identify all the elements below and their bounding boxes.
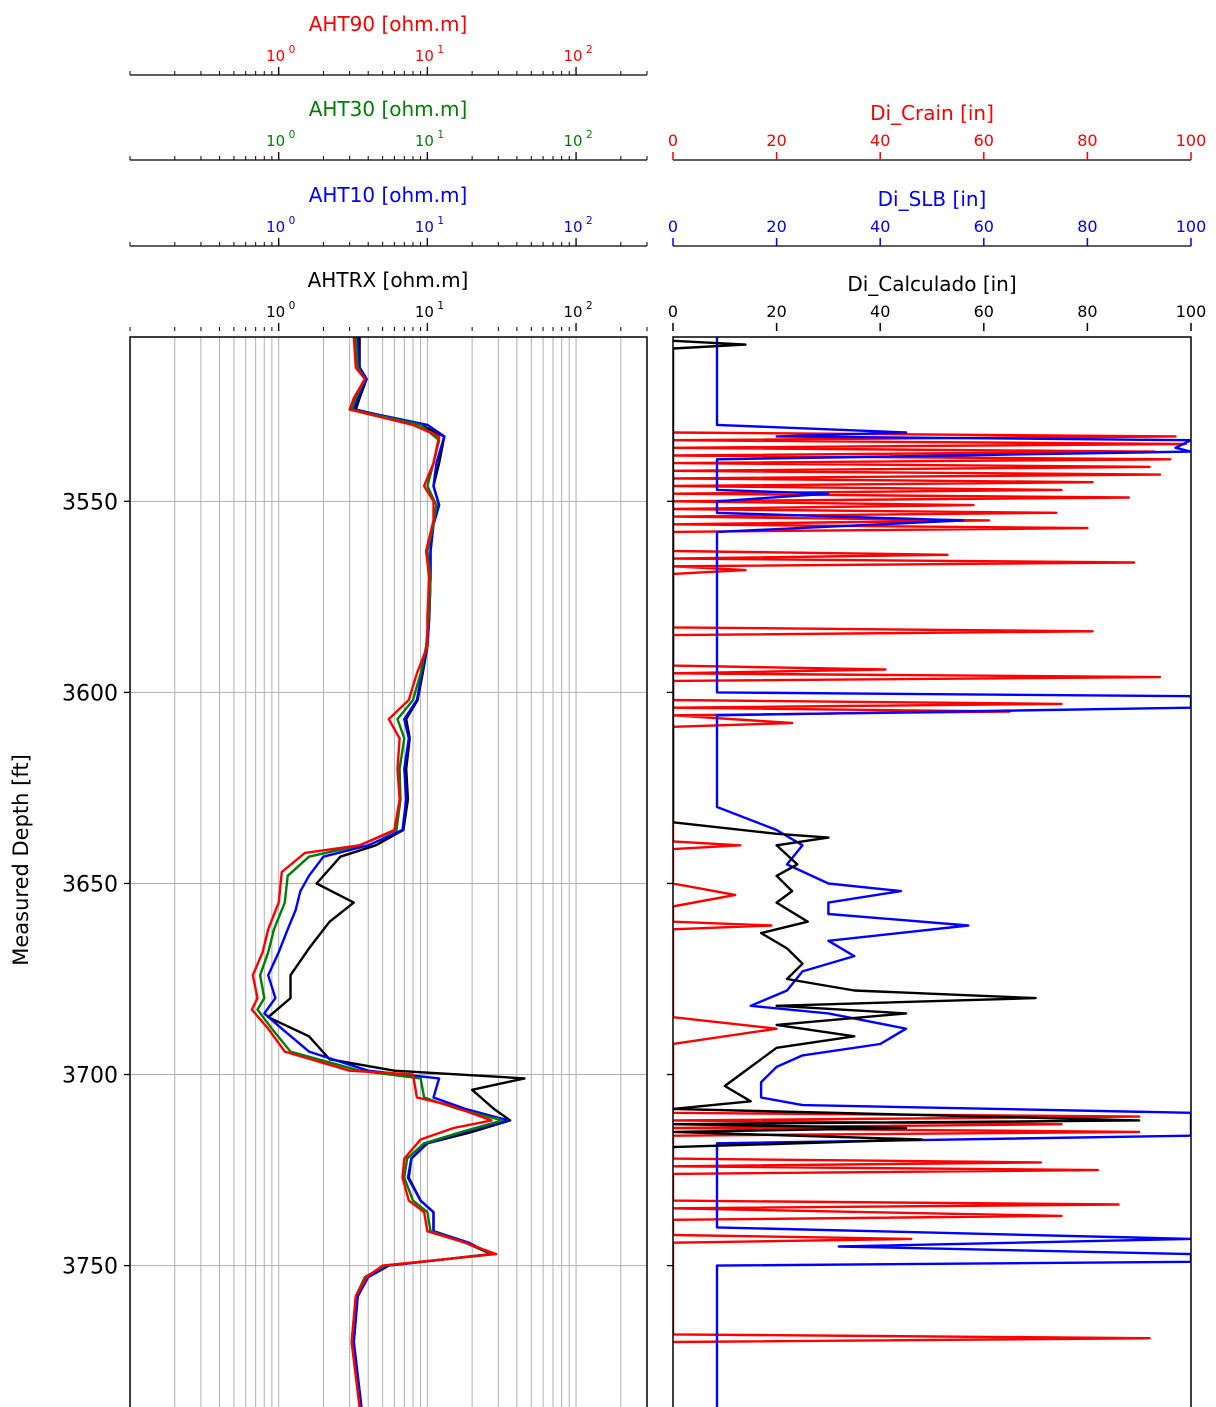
tick-label: 0 — [668, 217, 678, 236]
resistivity-track: 3550 3600 3650 3700 3750 — [62, 336, 648, 1407]
axis-title: AHT30 [ohm.m] — [309, 97, 468, 121]
y-tick-label: 3600 — [62, 681, 118, 706]
tick-label: 10 — [564, 47, 583, 65]
tick-label: 40 — [870, 217, 890, 236]
tick-label: 10 — [564, 303, 583, 321]
tick-label: 0 — [668, 131, 678, 150]
resistivity-series — [250, 337, 526, 1407]
tick-label: 10 — [564, 218, 583, 236]
series-aht90 — [250, 337, 498, 1407]
tick-exponent: 0 — [289, 215, 296, 227]
diameter-axis-headers: 0 20 40 60 80 100 Di_Crain [in] 0 20 40 60 80 100 Di_… — [668, 101, 1206, 331]
tick-label: 20 — [766, 131, 786, 150]
tick-label: 20 — [766, 302, 786, 321]
tick-label: 10 — [415, 303, 434, 321]
tick-label: 10 — [266, 132, 285, 150]
series-aht10 — [263, 337, 510, 1407]
tick-label: 40 — [870, 302, 890, 321]
tick-label: 80 — [1077, 302, 1097, 321]
tick-exponent: 1 — [437, 44, 444, 56]
tick-label: 10 — [266, 218, 285, 236]
tick-exponent: 1 — [437, 215, 444, 227]
tick-exponent: 1 — [437, 129, 444, 141]
series-aht30 — [256, 337, 504, 1407]
tick-label: 10 — [415, 132, 434, 150]
axis-di_calculado: 0 20 40 60 80 100 Di_Calculado [in] — [668, 272, 1206, 331]
tick-label: 10 — [415, 218, 434, 236]
tick-exponent: 2 — [586, 129, 593, 141]
axis-title: Di_Calculado [in] — [847, 272, 1016, 296]
tick-exponent: 2 — [586, 215, 593, 227]
diameter-series — [673, 337, 1191, 1407]
axis-title: AHTRX [ohm.m] — [308, 268, 469, 292]
y-tick-label: 3750 — [62, 1255, 118, 1280]
series-ahtrx — [267, 337, 526, 1407]
tick-label: 10 — [564, 132, 583, 150]
tick-label: 40 — [870, 131, 890, 150]
y-axis-label: Measured Depth [ft] — [9, 754, 33, 966]
series-di_calculado — [673, 339, 1141, 1149]
tick-label: 0 — [668, 302, 678, 321]
tick-exponent: 1 — [437, 300, 444, 312]
tick-label: 10 — [415, 47, 434, 65]
tick-label: 100 — [1176, 131, 1207, 150]
tick-label: 60 — [974, 217, 994, 236]
tick-label: 60 — [974, 131, 994, 150]
y-tick-label: 3700 — [62, 1064, 118, 1089]
tick-exponent: 2 — [586, 300, 593, 312]
tick-label: 100 — [1176, 302, 1207, 321]
tick-exponent: 0 — [289, 44, 296, 56]
plot-frame — [672, 336, 1192, 1407]
axis-di_crain: 0 20 40 60 80 100 Di_Crain [in] — [668, 101, 1207, 161]
tick-label: 10 — [266, 47, 285, 65]
tick-exponent: 0 — [289, 129, 296, 141]
y-tick-label: 3650 — [62, 872, 118, 897]
tick-label: 60 — [974, 302, 994, 321]
axis-title: Di_Crain [in] — [870, 101, 994, 125]
axis-title: AHT10 [ohm.m] — [309, 183, 468, 207]
tick-exponent: 0 — [289, 300, 296, 312]
invasion-diameter-track — [667, 336, 1192, 1407]
plot-frame — [129, 336, 648, 1407]
y-tick-label: 3550 — [62, 490, 118, 515]
axis-title: AHT90 [ohm.m] — [309, 12, 468, 36]
axis-title: Di_SLB [in] — [878, 187, 987, 211]
tick-label: 10 — [266, 303, 285, 321]
axis-di_slb: 0 20 40 60 80 100 Di_SLB [in] — [668, 187, 1207, 247]
series-di_crain — [673, 431, 1187, 1344]
series-di_slb — [715, 337, 1191, 1407]
tick-label: 20 — [766, 217, 786, 236]
tick-label: 100 — [1176, 217, 1207, 236]
tick-label: 80 — [1077, 217, 1097, 236]
tick-label: 80 — [1077, 131, 1097, 150]
tick-exponent: 2 — [586, 44, 593, 56]
